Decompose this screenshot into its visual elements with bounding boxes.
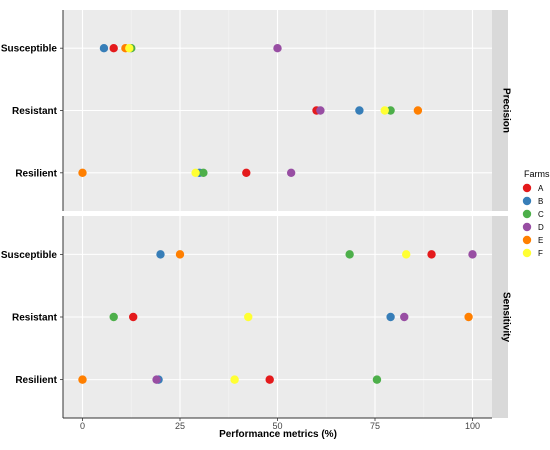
data-point-farm-f: [380, 106, 389, 115]
panel-sensitivity: Susceptible Resistant Resilient Sensitivity: [1, 216, 512, 418]
data-point-farm-a: [265, 375, 274, 384]
x-tick-label: 100: [465, 421, 480, 431]
data-point-farm-f: [191, 168, 200, 178]
data-point-farm-d: [316, 106, 325, 115]
x-tick-label: 0: [80, 421, 85, 431]
legend-label: F: [538, 249, 543, 258]
data-point-farm-a: [109, 43, 118, 53]
data-point-farm-c: [345, 250, 354, 259]
data-point-farm-d: [152, 375, 161, 384]
data-point-farm-a: [129, 312, 138, 322]
legend-key-a: [522, 183, 532, 193]
data-point-farm-d: [468, 250, 477, 259]
legend-label: A: [538, 184, 544, 193]
data-point-farm-d: [400, 312, 409, 322]
data-point-farm-f: [230, 375, 239, 384]
data-point-farm-b: [99, 43, 109, 53]
panels-layer: SusceptibleResistantResilientPrecisionSu…: [1, 10, 512, 418]
data-point-farm-b: [156, 250, 165, 259]
data-point-farm-f: [402, 250, 411, 259]
facet-strip: [492, 216, 508, 418]
data-point-farm-c: [386, 106, 395, 115]
legend-key-e: [522, 235, 532, 245]
data-point-farm-b: [386, 312, 395, 322]
data-point-farm-e: [78, 168, 87, 178]
category-label: Resilient: [15, 168, 57, 179]
x-axis-title: Performance metrics (%): [219, 429, 337, 440]
legend-key-d: [522, 222, 532, 232]
category-label: Resilient: [15, 375, 57, 386]
data-point-farm-e: [464, 312, 473, 322]
category-label: Susceptible: [1, 250, 58, 261]
data-point-farm-d: [273, 43, 282, 53]
data-point-farm-e: [175, 250, 185, 259]
legend-label: C: [538, 210, 544, 219]
x-tick-label: 50: [272, 421, 282, 431]
facet-strip-label: Precision: [501, 88, 512, 133]
legend-key-f: [522, 248, 532, 258]
x-tick-label: 75: [370, 421, 380, 431]
legend-key-c: [522, 209, 532, 219]
data-point-farm-f: [244, 312, 253, 322]
category-label: Resistant: [12, 106, 58, 117]
legend-label: E: [538, 236, 543, 245]
data-point-farm-d: [286, 168, 296, 178]
marks-layer: [78, 43, 477, 384]
data-point-farm-a: [242, 168, 251, 178]
category-label: Susceptible: [1, 44, 58, 55]
data-point-farm-c: [109, 312, 118, 322]
data-point-farm-e: [78, 375, 87, 384]
data-point-farm-a: [427, 250, 436, 259]
legend-label: D: [538, 223, 544, 232]
facet-strip: [492, 10, 508, 211]
x-axis: 0 25 50 75 100: [63, 417, 492, 431]
legend-title: Farms: [524, 169, 550, 179]
legend-label: B: [538, 197, 543, 206]
category-label: Resistant: [12, 313, 58, 324]
data-point-farm-f: [125, 43, 134, 53]
data-point-farm-b: [355, 106, 364, 115]
legend-key-b: [522, 196, 532, 206]
x-tick-label: 25: [175, 421, 185, 431]
data-point-farm-c: [199, 168, 208, 178]
facet-strip-label: Sensitivity: [501, 292, 512, 342]
data-point-farm-e: [413, 106, 423, 115]
panel-precision: Susceptible Resistant Resilient Precision: [1, 10, 512, 211]
data-point-farm-c: [372, 375, 382, 384]
